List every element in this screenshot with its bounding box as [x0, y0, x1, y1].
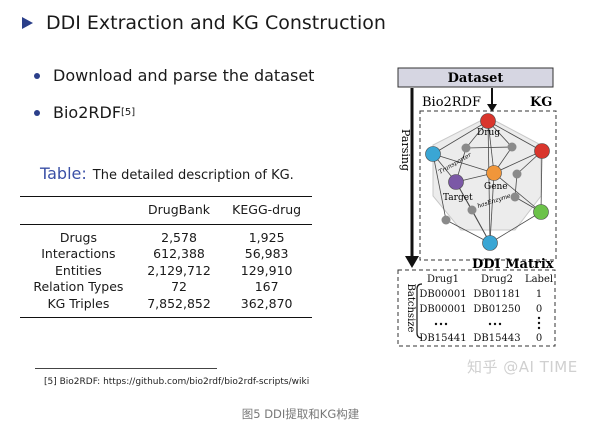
- matrix-header: Drug2: [481, 274, 513, 285]
- matrix-cell: DB01181: [473, 289, 520, 300]
- drug-node-label: Drug: [477, 128, 500, 138]
- slide-header: DDI Extraction and KG Construction: [22, 10, 386, 36]
- column-header: DrugBank: [148, 202, 211, 217]
- table-caption: Table: The detailed description of KG.: [40, 164, 294, 183]
- figure-caption: 图5 DDI提取和KG构建: [241, 407, 360, 421]
- table-cell: 56,983: [244, 246, 289, 261]
- row-label: Relation Types: [33, 279, 124, 294]
- bullet-text: Bio2RDF: [53, 103, 122, 122]
- ddi-matrix-title: DDI Matrix: [472, 257, 554, 272]
- table-caption-text: The detailed description of KG.: [92, 168, 294, 183]
- slide-title: DDI Extraction and KG Construction: [46, 12, 386, 34]
- dataset-label: Dataset: [448, 71, 504, 86]
- kg-node-green: [533, 204, 549, 220]
- footnote: [5] Bio2RDF: https://github.com/bio2rdf/…: [44, 377, 310, 387]
- table-cell: 72: [171, 279, 187, 294]
- kg-node-red: [534, 143, 550, 159]
- ddi-matrix-box: [397, 269, 556, 347]
- kg-label: KG: [530, 95, 552, 110]
- kg-node-blue: [425, 146, 441, 162]
- table-cell: 362,870: [240, 295, 293, 311]
- table-cell: 612,388: [153, 246, 205, 261]
- matrix-cell: DB15441: [419, 333, 466, 344]
- triangle-bullet-icon: [22, 17, 33, 29]
- bio2rdf-label: Bio2RDF: [422, 95, 481, 110]
- gene-node-label: Gene: [484, 182, 508, 192]
- drug-node: [480, 113, 496, 129]
- table-row: Relation Types 72 167: [20, 279, 312, 296]
- matrix-cell: 1: [536, 289, 542, 300]
- kg-box: [419, 110, 557, 261]
- table-row: Entities 2,129,712 129,910: [20, 263, 312, 280]
- row-label: KG Triples: [47, 295, 110, 311]
- table-row: KG Triples 7,852,852 362,870: [20, 296, 312, 318]
- batch-bracket: [416, 283, 423, 339]
- gene-node: [486, 165, 502, 181]
- table-header-row: DrugBank KEGG-drug: [20, 196, 312, 224]
- target-node: [448, 174, 464, 190]
- parsing-arrow-head: [405, 256, 419, 268]
- table-cell: 129,910: [240, 262, 293, 278]
- row-label: Drugs: [59, 229, 97, 245]
- table-cell: 2,578: [161, 229, 197, 245]
- table-cell: 7,852,852: [147, 295, 211, 311]
- target-node-label: Target: [443, 193, 473, 203]
- kg-small-node: [512, 169, 522, 179]
- bullet-dot-icon: [34, 72, 40, 79]
- row-label: Interactions: [41, 246, 116, 261]
- kg-small-node: [441, 215, 451, 225]
- matrix-cell: DB00001: [419, 304, 466, 315]
- table-cell: 2,129,712: [147, 262, 211, 278]
- table-row: Drugs 2,578 1,925: [20, 224, 312, 246]
- table-caption-label: Table:: [40, 164, 87, 183]
- parsing-label: Parsing: [399, 129, 412, 171]
- matrix-cell: DB01250: [473, 304, 520, 315]
- footnote-ref: [5]: [121, 107, 136, 118]
- matrix-cell: 0: [536, 333, 542, 344]
- table-row: Interactions 612,388 56,983: [20, 246, 312, 263]
- matrix-header: Label: [525, 274, 553, 285]
- kg-small-node: [507, 142, 517, 152]
- footnote-divider: [35, 368, 217, 369]
- matrix-cell: 0: [536, 304, 542, 315]
- row-label: Entities: [55, 262, 102, 278]
- table-cell: 167: [254, 279, 279, 294]
- bullet-text: Download and parse the dataset: [53, 66, 315, 85]
- kg-small-node: [467, 205, 477, 215]
- dataset-box: [397, 67, 554, 88]
- kg-stats-table: DrugBank KEGG-drug Drugs 2,578 1,925 Int…: [20, 196, 312, 318]
- batchsize-label: Batchsize: [405, 284, 416, 333]
- kg-small-node: [510, 192, 520, 202]
- kg-small-node: [461, 143, 471, 153]
- matrix-header: Drug1: [427, 274, 459, 285]
- kg-node-blue: [482, 235, 498, 251]
- matrix-ellipsis: [434, 316, 541, 330]
- matrix-cell: DB00001: [419, 289, 466, 300]
- table-cell: 1,925: [248, 229, 285, 245]
- bullet-item: Download and parse the dataset: [30, 66, 314, 85]
- watermark: 知乎 @AI TIME: [467, 358, 578, 376]
- column-header: KEGG-drug: [232, 202, 302, 217]
- bullet-item: Bio2RDF [5]: [30, 103, 135, 122]
- bullet-dot-icon: [34, 109, 40, 116]
- matrix-cell: DB15443: [473, 333, 520, 344]
- bio2rdf-arrow-head: [487, 104, 497, 112]
